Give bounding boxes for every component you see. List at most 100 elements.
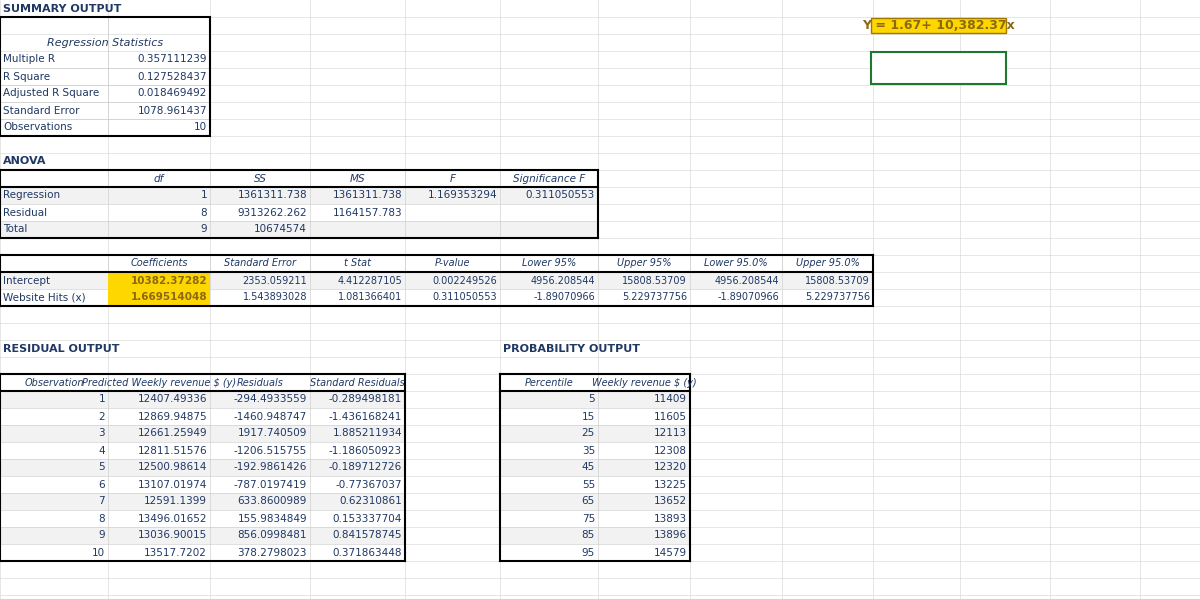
Text: 12407.49336: 12407.49336 <box>138 395 208 404</box>
Text: 5.229737756: 5.229737756 <box>805 292 870 302</box>
Bar <box>500 442 690 459</box>
Bar <box>0 476 406 493</box>
Bar <box>0 510 406 527</box>
Bar <box>500 493 690 510</box>
Text: 13893: 13893 <box>654 513 686 524</box>
Text: Multiple R: Multiple R <box>2 55 55 65</box>
Text: 1.081366401: 1.081366401 <box>337 292 402 302</box>
Text: 12500.98614: 12500.98614 <box>138 462 208 473</box>
Text: t Stat: t Stat <box>344 259 371 268</box>
Text: 13107.01974: 13107.01974 <box>138 480 208 489</box>
Bar <box>0 221 598 238</box>
Text: -787.0197419: -787.0197419 <box>234 480 307 489</box>
Text: 856.0998481: 856.0998481 <box>238 531 307 540</box>
Bar <box>0 544 406 561</box>
Text: Y = 1.67+ 10,382.37x: Y = 1.67+ 10,382.37x <box>862 19 1015 32</box>
Text: Upper 95%: Upper 95% <box>617 259 671 268</box>
Text: 1.669514048: 1.669514048 <box>131 292 208 302</box>
Text: 13652: 13652 <box>654 497 686 507</box>
Text: -0.289498181: -0.289498181 <box>329 395 402 404</box>
Bar <box>0 527 406 544</box>
Text: 5: 5 <box>98 462 106 473</box>
Text: 75: 75 <box>582 513 595 524</box>
Text: 12308: 12308 <box>654 446 686 455</box>
Text: Lower 95%: Lower 95% <box>522 259 576 268</box>
Text: Weekly revenue $ (y): Weekly revenue $ (y) <box>592 377 696 388</box>
Text: R Square: R Square <box>2 71 50 81</box>
Text: 4956.208544: 4956.208544 <box>714 276 779 286</box>
Text: -1.89070966: -1.89070966 <box>718 292 779 302</box>
Text: 35: 35 <box>582 446 595 455</box>
Text: 0.371863448: 0.371863448 <box>332 547 402 558</box>
Text: -1.186050923: -1.186050923 <box>329 446 402 455</box>
Text: MS: MS <box>349 174 365 183</box>
Text: 2: 2 <box>98 412 106 422</box>
Bar <box>500 527 690 544</box>
Text: 10382.37282: 10382.37282 <box>131 276 208 286</box>
Text: 0.311050553: 0.311050553 <box>432 292 497 302</box>
Text: 9: 9 <box>200 225 208 234</box>
Text: 11409: 11409 <box>654 395 686 404</box>
Text: Significance F: Significance F <box>512 174 586 183</box>
Bar <box>108 272 210 289</box>
Text: 15808.53709: 15808.53709 <box>623 276 686 286</box>
Bar <box>0 493 406 510</box>
Text: Regression Statistics: Regression Statistics <box>47 38 163 47</box>
Text: 1361311.738: 1361311.738 <box>332 190 402 201</box>
Text: 12869.94875: 12869.94875 <box>137 412 208 422</box>
Text: 13036.90015: 13036.90015 <box>138 531 208 540</box>
Text: 9313262.262: 9313262.262 <box>238 207 307 217</box>
Text: 25: 25 <box>582 428 595 438</box>
Bar <box>0 459 406 476</box>
Text: Standard Error: Standard Error <box>2 105 79 116</box>
Text: 4.412287105: 4.412287105 <box>337 276 402 286</box>
Text: 5.229737756: 5.229737756 <box>622 292 686 302</box>
Text: 13496.01652: 13496.01652 <box>138 513 208 524</box>
Text: 12661.25949: 12661.25949 <box>137 428 208 438</box>
Text: 15808.53709: 15808.53709 <box>805 276 870 286</box>
Text: 0.357111239: 0.357111239 <box>138 55 208 65</box>
Bar <box>500 544 690 561</box>
Bar <box>0 408 406 425</box>
Text: Regression: Regression <box>2 190 60 201</box>
Text: 11605: 11605 <box>654 412 686 422</box>
Bar <box>0 391 406 408</box>
Text: 15: 15 <box>582 412 595 422</box>
Text: 12320: 12320 <box>654 462 686 473</box>
Text: 1917.740509: 1917.740509 <box>238 428 307 438</box>
Bar <box>0 289 874 306</box>
Text: 55: 55 <box>582 480 595 489</box>
Text: 0.002249526: 0.002249526 <box>432 276 497 286</box>
Bar <box>871 52 1006 84</box>
Bar <box>500 459 690 476</box>
Text: RESIDUAL OUTPUT: RESIDUAL OUTPUT <box>2 343 120 353</box>
Text: -0.189712726: -0.189712726 <box>329 462 402 473</box>
Text: Adjusted R Square: Adjusted R Square <box>2 89 100 98</box>
Bar <box>500 510 690 527</box>
Text: 633.8600989: 633.8600989 <box>238 497 307 507</box>
Text: 85: 85 <box>582 531 595 540</box>
Text: 8: 8 <box>98 513 106 524</box>
Text: 45: 45 <box>582 462 595 473</box>
Text: Observation: Observation <box>24 377 84 388</box>
Text: 7: 7 <box>98 497 106 507</box>
Bar <box>0 442 406 459</box>
Text: Upper 95.0%: Upper 95.0% <box>796 259 859 268</box>
Text: Total: Total <box>2 225 28 234</box>
Text: 0.127528437: 0.127528437 <box>138 71 208 81</box>
Text: -294.4933559: -294.4933559 <box>234 395 307 404</box>
Text: 0.841578745: 0.841578745 <box>332 531 402 540</box>
Bar <box>500 425 690 442</box>
Text: 13517.7202: 13517.7202 <box>144 547 208 558</box>
Text: 1: 1 <box>200 190 208 201</box>
Text: 5: 5 <box>588 395 595 404</box>
Text: 95: 95 <box>582 547 595 558</box>
Bar <box>500 391 690 408</box>
Text: 155.9834849: 155.9834849 <box>238 513 307 524</box>
Text: -1206.515755: -1206.515755 <box>234 446 307 455</box>
Text: 12113: 12113 <box>654 428 686 438</box>
Text: 4956.208544: 4956.208544 <box>530 276 595 286</box>
Text: 12591.1399: 12591.1399 <box>144 497 208 507</box>
Text: -0.77367037: -0.77367037 <box>336 480 402 489</box>
Text: PROBABILITY OUTPUT: PROBABILITY OUTPUT <box>503 343 640 353</box>
